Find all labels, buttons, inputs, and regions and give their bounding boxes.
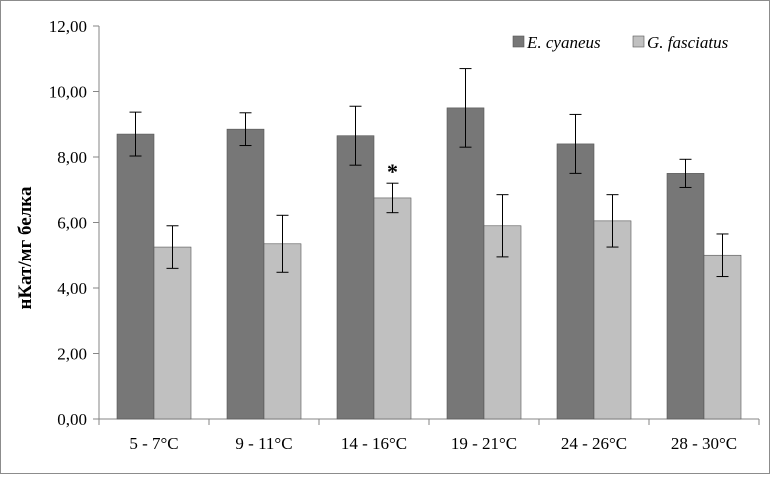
significance-star: * — [387, 159, 398, 184]
x-axis-categories: 5 - 7°C 9 - 11°C 14 - 16°C 19 - 21°C 24 - 26… — [98, 419, 760, 453]
legend-label-e-cyaneus: E. cyaneus — [526, 33, 601, 52]
error-bars — [129, 68, 729, 278]
x-category-label: 19 - 21°C — [451, 434, 517, 453]
axes — [98, 26, 759, 420]
bars — [116, 107, 742, 420]
legend-swatch-e-cyaneus — [512, 35, 525, 48]
legend-swatch-g-fasciatus — [632, 35, 645, 48]
x-category-label: 24 - 26°C — [561, 434, 627, 453]
y-tick-label: 8,00 — [57, 148, 87, 167]
bar-g-fasciatus — [373, 197, 412, 420]
y-tick-label: 10,00 — [49, 83, 87, 102]
x-category-label: 5 - 7°C — [129, 434, 178, 453]
bar-e-cyaneus — [226, 128, 265, 420]
legend: E. cyaneus G. fasciatus — [512, 33, 729, 52]
bar-g-fasciatus — [483, 225, 522, 420]
y-axis-label: нКат/мг белка — [15, 186, 36, 309]
bar-e-cyaneus — [666, 173, 705, 420]
annotations: * — [387, 159, 398, 184]
y-tick-label: 6,00 — [57, 214, 87, 233]
y-axis-ticks: 0,00 2,00 4,00 6,00 8,00 10,00 12,00 — [49, 17, 99, 429]
bar-e-cyaneus — [556, 143, 595, 420]
bar-e-cyaneus — [336, 135, 375, 420]
bar-g-fasciatus — [153, 246, 192, 420]
bar-g-fasciatus — [263, 243, 302, 420]
bar-g-fasciatus — [703, 254, 742, 420]
x-category-label: 9 - 11°C — [235, 434, 292, 453]
y-tick-label: 12,00 — [49, 17, 87, 36]
legend-label-g-fasciatus: G. fasciatus — [647, 33, 729, 52]
bar-e-cyaneus — [116, 133, 155, 420]
bar-e-cyaneus — [446, 107, 485, 420]
bar-g-fasciatus — [593, 220, 632, 420]
y-tick-label: 0,00 — [57, 410, 87, 429]
x-category-label: 28 - 30°C — [671, 434, 737, 453]
y-tick-label: 2,00 — [57, 345, 87, 364]
x-category-label: 14 - 16°C — [341, 434, 407, 453]
y-tick-label: 4,00 — [57, 279, 87, 298]
